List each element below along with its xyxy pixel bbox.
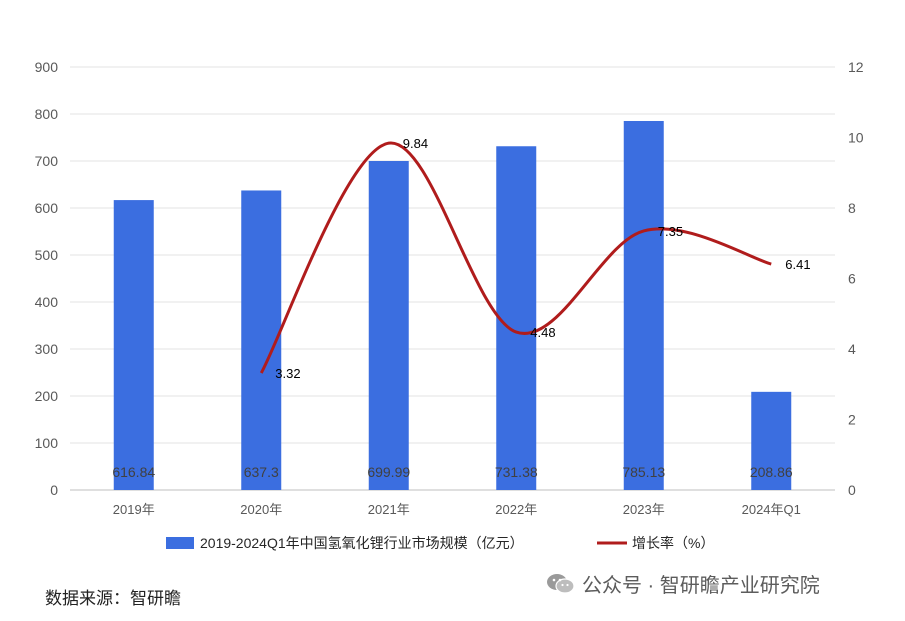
left-axis-tick-label: 500 [35, 247, 59, 263]
bar-series [113, 120, 792, 491]
right-axis-tick-label: 0 [848, 482, 856, 498]
right-axis-ticks: 0 2 4 6 8 10 12 [848, 59, 864, 498]
bar-data-label: 208.86 [750, 464, 793, 480]
source-note: 数据来源：智研瞻 [45, 589, 181, 608]
right-axis-tick-label: 12 [848, 59, 864, 75]
line-data-label: 4.48 [530, 325, 555, 340]
legend-bar-label: 2019-2024Q1年中国氢氧化锂行业市场规模（亿元） [200, 535, 524, 551]
watermark: 公众号 · 智研瞻产业研究院 [546, 569, 820, 598]
bar [113, 200, 154, 490]
line-data-label: 7.35 [658, 224, 683, 239]
left-axis-tick-label: 300 [35, 341, 59, 357]
right-axis-tick-label: 4 [848, 341, 856, 357]
bar [241, 190, 282, 490]
growth-line-series [259, 141, 772, 374]
category-label: 2022年 [495, 502, 537, 517]
line-data-label: 6.41 [785, 257, 810, 272]
bar [623, 120, 664, 491]
left-axis-tick-label: 0 [50, 482, 58, 498]
left-axis-tick-label: 600 [35, 200, 59, 216]
line-data-label: 3.32 [275, 366, 300, 381]
bar-data-label: 637.3 [244, 464, 279, 480]
category-label: 2019年 [113, 502, 155, 517]
category-label: 2021年 [368, 502, 410, 517]
bar-data-label: 699.99 [367, 464, 410, 480]
bar [751, 391, 792, 490]
right-axis-tick-label: 8 [848, 200, 856, 216]
bar-data-label: 731.38 [495, 464, 538, 480]
watermark-text: 公众号 · 智研瞻产业研究院 [582, 575, 820, 597]
bar [496, 146, 537, 490]
gridlines [70, 66, 835, 491]
category-label: 2024年Q1 [742, 502, 801, 517]
line-data-label: 9.84 [403, 136, 428, 151]
left-axis-tick-label: 900 [35, 59, 59, 75]
left-axis-tick-label: 400 [35, 294, 59, 310]
left-axis-ticks: 0 100 200 300 400 500 600 700 800 900 [35, 59, 59, 498]
bar-data-labels: 616.84 637.3 699.99 731.38 785.13 208.86 [112, 464, 793, 480]
right-axis-tick-label: 2 [848, 412, 856, 428]
bar-data-label: 785.13 [622, 464, 665, 480]
right-axis-tick-label: 10 [848, 130, 864, 146]
legend-bar-swatch [166, 537, 194, 549]
left-axis-tick-label: 800 [35, 106, 59, 122]
category-label: 2020年 [240, 502, 282, 517]
legend: 2019-2024Q1年中国氢氧化锂行业市场规模（亿元） 增长率（%） [166, 535, 714, 551]
wechat-icon [547, 573, 575, 594]
bar-data-label: 616.84 [112, 464, 155, 480]
growth-line [259, 141, 772, 374]
legend-line-label: 增长率（%） [632, 535, 714, 551]
left-axis-tick-label: 100 [35, 435, 59, 451]
left-axis-tick-label: 200 [35, 388, 59, 404]
left-axis-tick-label: 700 [35, 153, 59, 169]
right-axis-tick-label: 6 [848, 271, 856, 287]
line-data-labels: 3.32 9.84 4.48 7.35 6.41 [275, 136, 810, 381]
category-label: 2023年 [623, 502, 665, 517]
category-axis-labels: 2019年 2020年 2021年 2022年 2023年 2024年Q1 [113, 502, 801, 517]
bar [368, 161, 409, 490]
